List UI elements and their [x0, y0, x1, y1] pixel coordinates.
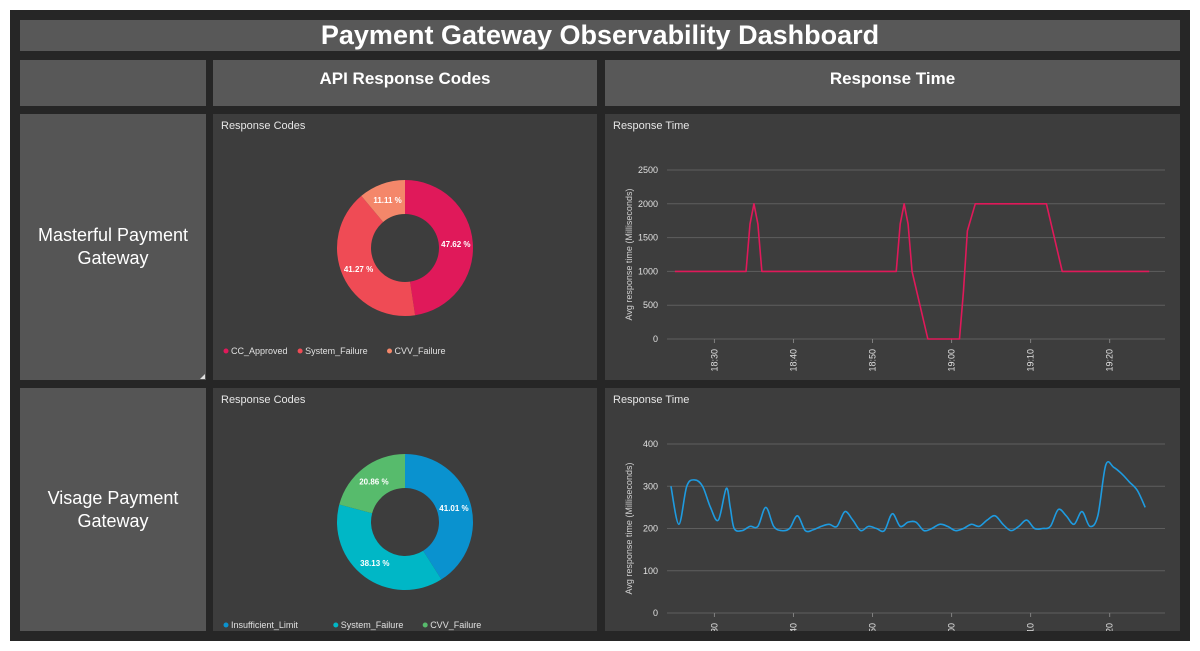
panel-title: Response Codes	[221, 120, 306, 132]
row-label-masterful-text: Masterful Payment Gateway	[37, 225, 189, 268]
x-tick-label: 18:30	[709, 349, 719, 372]
x-tick-label: 19:00	[947, 349, 957, 372]
y-axis-label: Avg response time (Milliseconds)	[624, 463, 634, 595]
legend-item-cvv_failure[interactable]: CVV_Failure	[395, 346, 446, 356]
row-label-masterful: Masterful Payment Gateway	[20, 114, 206, 380]
slice-value-label: 38.13 %	[360, 559, 389, 568]
donut-slice-cvv_failure[interactable]	[339, 454, 405, 514]
dashboard-frame: Payment Gateway Observability Dashboard …	[10, 10, 1190, 641]
slice-value-label: 47.62 %	[441, 240, 470, 249]
x-tick-label: 9:20	[1105, 623, 1115, 631]
y-tick-label: 100	[643, 566, 658, 576]
y-axis-label: Avg response time (Milliseconds)	[624, 189, 634, 321]
chart-mp-time: 0 500 1000 1500 2000 2500 18:30 18:40 18:50 19:00…	[624, 165, 1165, 372]
legend-item-cvv_failure[interactable]: CVV_Failure	[430, 620, 481, 630]
slice-value-label: 41.27 %	[344, 265, 373, 274]
legend-swatch	[223, 348, 229, 354]
empty-header-cell	[20, 60, 206, 106]
x-tick-label: 8:30	[709, 623, 719, 631]
row-label-visage: Visage Payment Gateway	[20, 388, 206, 631]
legend-item-insufficient_limit[interactable]: Insufficient_Limit	[231, 620, 298, 630]
slice-value-label: 11.11 %	[373, 196, 401, 205]
y-tick-label: 2500	[638, 165, 658, 175]
panel-mp-codes[interactable]: Response Codes 47.62 % 41.27 % 11.11 % CC_A…	[213, 114, 597, 380]
legend-swatch	[387, 348, 392, 354]
x-tick-label: 9:00	[947, 623, 957, 631]
column-header-codes: API Response Codes	[213, 60, 597, 106]
y-tick-label: 1000	[638, 266, 658, 276]
series-line[interactable]	[670, 461, 1146, 533]
slice-value-label: 41.01 %	[439, 504, 468, 513]
y-tick-label: 0	[653, 334, 658, 344]
chart-mp-codes: 47.62 % 41.27 % 11.11 % CC_Approved System_F…	[223, 180, 473, 356]
x-tick-label: 18:40	[788, 349, 798, 372]
donut-slice-cvv_failure[interactable]	[361, 180, 405, 222]
row-label-visage-text: Visage Payment Gateway	[47, 487, 179, 531]
legend-swatch	[333, 622, 339, 628]
legend-swatch	[422, 622, 428, 628]
donut-slice-insufficient_limit[interactable]	[405, 454, 473, 580]
y-tick-label: 0	[653, 608, 658, 618]
y-tick-label: 2000	[638, 199, 658, 209]
x-tick-label: 18:50	[868, 349, 878, 372]
y-tick-label: 500	[643, 300, 658, 310]
y-tick-label: 200	[643, 524, 658, 534]
panel-vp-time[interactable]: Response Time 0 100 200 300 400 8:30 8:40 8:50 9…	[605, 388, 1180, 641]
legend-swatch	[223, 622, 229, 628]
legend-item-system_failure[interactable]: System_Failure	[341, 620, 404, 630]
panel-mp-time[interactable]: Response Time 0 500 1000 1500 2000 2500 18:30 1…	[605, 114, 1180, 380]
legend-item-system_failure[interactable]: System_Failure	[305, 346, 368, 356]
donut-slice-system_failure[interactable]	[337, 195, 416, 316]
x-tick-label: 19:10	[1026, 349, 1036, 372]
series-line[interactable]	[674, 203, 1150, 340]
legend-item-cc_approved[interactable]: CC_Approved	[231, 346, 288, 356]
panel-title: Response Time	[613, 394, 690, 406]
y-tick-label: 400	[643, 439, 658, 449]
panel-vp-codes[interactable]: Response Codes 41.01 % 38.13 % 20.86 % Insu…	[213, 388, 597, 631]
x-tick-label: 19:20	[1105, 349, 1115, 372]
panel-title: Response Codes	[221, 394, 306, 406]
y-tick-label: 1500	[638, 233, 658, 243]
donut-slice-cc_approved[interactable]	[405, 180, 473, 316]
dashboard-title: Payment Gateway Observability Dashboard	[20, 20, 1180, 51]
x-tick-label: 8:40	[788, 623, 798, 631]
chart-vp-codes: 41.01 % 38.13 % 20.86 % Insufficient_Limit S…	[223, 454, 481, 630]
legend-swatch	[297, 348, 303, 354]
column-header-time: Response Time	[605, 60, 1180, 106]
resize-handle[interactable]	[200, 374, 205, 379]
y-tick-label: 300	[643, 481, 658, 491]
panel-title: Response Time	[613, 120, 690, 132]
chart-vp-time: 0 100 200 300 400 8:30 8:40 8:50 9:00 9:10 9:20 Avg…	[624, 439, 1165, 641]
slice-value-label: 20.86 %	[359, 478, 388, 487]
x-tick-label: 9:10	[1026, 623, 1036, 631]
donut-slice-system_failure[interactable]	[337, 504, 442, 590]
x-tick-label: 8:50	[868, 623, 878, 631]
